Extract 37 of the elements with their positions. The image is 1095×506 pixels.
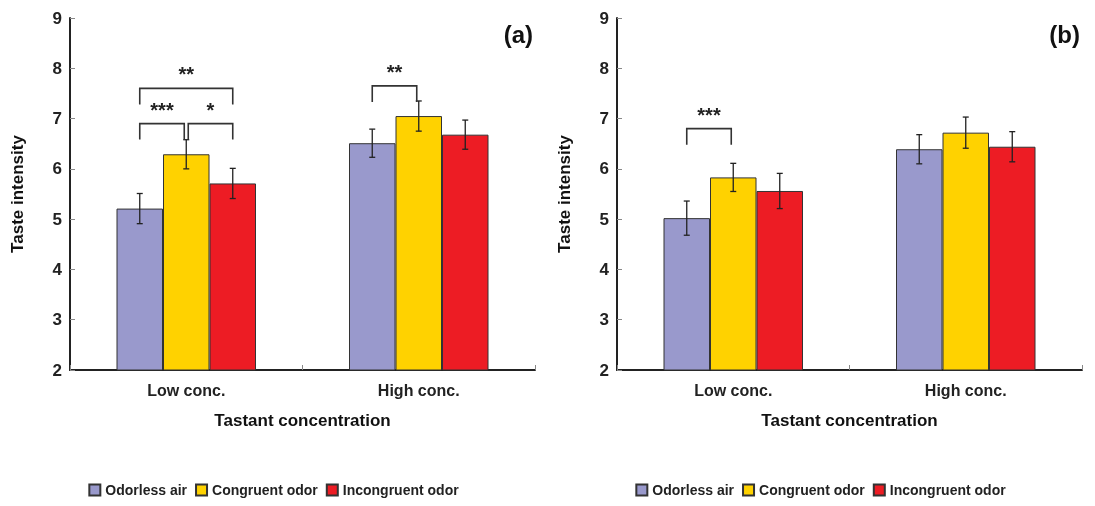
legend-label: Congruent odor — [212, 482, 319, 498]
annotation: ** — [386, 60, 403, 83]
x-axis-title: Tastant concentration — [214, 411, 391, 430]
annotation: *** — [697, 103, 721, 126]
y-tick-label: 3 — [599, 310, 609, 330]
x-tick-label: High conc. — [377, 381, 460, 399]
y-tick-label: 4 — [52, 259, 63, 279]
y-tick-label: 9 — [52, 8, 62, 28]
x-tick-label: Low conc. — [694, 381, 773, 399]
annotation: ** — [178, 63, 195, 86]
annotation: (b) — [1049, 20, 1081, 48]
legend-label: Congruent odor — [759, 482, 866, 498]
y-tick-label: 7 — [52, 109, 62, 129]
y-tick-label: 5 — [599, 209, 609, 229]
y-tick-label: 2 — [52, 360, 62, 380]
x-axis-title: Tastant concentration — [761, 411, 938, 430]
legend-label: Incongruent odor — [342, 482, 460, 498]
x-tick-label: Low conc. — [147, 381, 226, 399]
y-tick-label: 3 — [52, 310, 62, 330]
annotation: (a) — [503, 20, 534, 48]
y-axis-title: Taste intensity — [8, 134, 27, 253]
y-tick-label: 2 — [599, 360, 609, 380]
x-tick-label: High conc. — [924, 381, 1007, 399]
y-tick-label: 6 — [52, 159, 62, 179]
y-tick-label: 4 — [599, 259, 610, 279]
y-axis-title: Taste intensity — [555, 134, 574, 253]
annotation: * — [206, 98, 215, 121]
y-tick-label: 7 — [599, 109, 609, 129]
legend-label: Odorless air — [652, 482, 735, 498]
y-tick-label: 8 — [52, 58, 62, 78]
y-tick-label: 9 — [599, 8, 609, 28]
y-tick-label: 6 — [599, 159, 609, 179]
annotation: *** — [150, 98, 174, 121]
y-tick-label: 8 — [599, 58, 609, 78]
legend-label: Incongruent odor — [889, 482, 1007, 498]
legend-label: Odorless air — [105, 482, 188, 498]
y-tick-label: 5 — [52, 209, 62, 229]
